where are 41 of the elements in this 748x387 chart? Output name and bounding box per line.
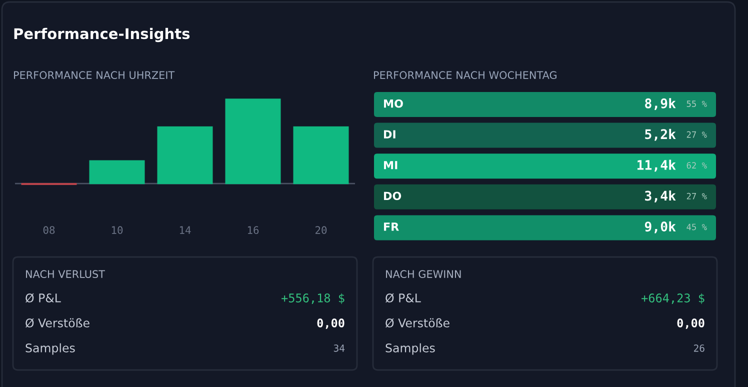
text: +556,18 $ bbox=[282, 293, 344, 304]
bar bbox=[89, 160, 145, 184]
category-label: Samples bbox=[386, 343, 435, 355]
category-label: Ø Verstöße bbox=[26, 318, 90, 328]
category-label: FR bbox=[384, 222, 399, 231]
text: 62 % bbox=[686, 162, 707, 169]
text: 55 % bbox=[686, 100, 707, 108]
text: 0,00 bbox=[677, 318, 704, 329]
text: 26 bbox=[694, 344, 704, 352]
text: NACH GEWINN bbox=[386, 270, 461, 278]
x-tick-label: 20 bbox=[316, 226, 327, 234]
category-label: Ø P&L bbox=[26, 293, 61, 303]
bar bbox=[225, 98, 281, 184]
category-label: Ø P&L bbox=[386, 293, 421, 303]
category-label: MI bbox=[384, 161, 398, 170]
category-label: MO bbox=[384, 99, 403, 108]
text: +664,23 $ bbox=[642, 293, 704, 304]
chart-subtitle: PERFORMANCE NACH UHRZEIT bbox=[14, 71, 175, 80]
text: 11,4k bbox=[637, 160, 676, 172]
text: 27 % bbox=[686, 131, 707, 138]
category-label: DI bbox=[384, 130, 396, 138]
x-tick-label: 14 bbox=[180, 226, 191, 234]
text: 27 % bbox=[686, 192, 707, 200]
text: NACH VERLUST bbox=[26, 270, 106, 278]
category-label: Samples bbox=[26, 343, 75, 355]
text: 8,9k bbox=[645, 98, 676, 110]
text: Performance-Insights bbox=[14, 28, 190, 42]
x-tick-label: 08 bbox=[43, 226, 55, 234]
text: 9,0k bbox=[644, 221, 676, 234]
text: 5,2k bbox=[645, 128, 676, 141]
text: 0,00 bbox=[317, 318, 344, 329]
bar bbox=[157, 126, 213, 184]
text: 34 bbox=[334, 344, 345, 352]
text: 45 % bbox=[686, 224, 707, 230]
text: PERFORMANCE NACH WOCHENTAG bbox=[374, 71, 556, 80]
category-label: DO bbox=[384, 192, 402, 200]
x-tick-label: 16 bbox=[248, 226, 259, 234]
bar bbox=[293, 126, 349, 184]
x-tick-label: 10 bbox=[112, 226, 123, 234]
text: 3,4k bbox=[645, 190, 676, 202]
category-label: Ø Verstöße bbox=[386, 318, 450, 328]
